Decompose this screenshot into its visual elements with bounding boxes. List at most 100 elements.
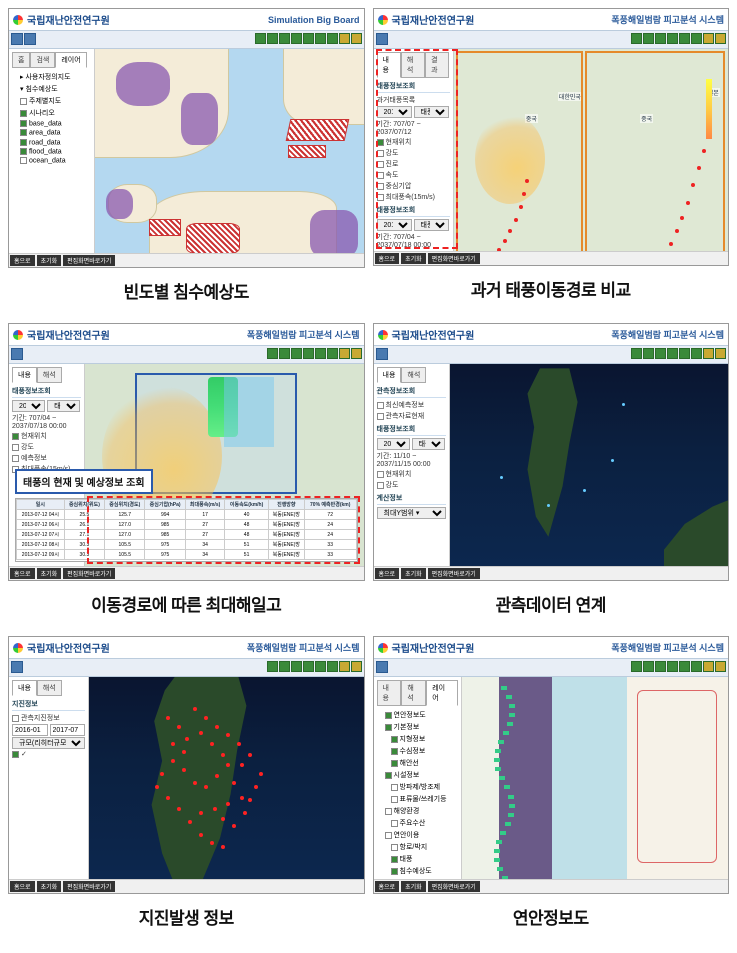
- tree-item[interactable]: flood_data: [12, 147, 91, 156]
- chk-label[interactable]: 속도: [377, 170, 450, 180]
- chk-label[interactable]: 강도: [12, 442, 81, 452]
- map-tool[interactable]: [655, 348, 666, 359]
- footer-btn[interactable]: 홈으로: [10, 568, 35, 579]
- map-tool[interactable]: [691, 348, 702, 359]
- toolbar-btn[interactable]: [24, 33, 36, 45]
- tab-home[interactable]: 홈: [12, 52, 30, 68]
- map-tool[interactable]: [267, 348, 278, 359]
- map-tool[interactable]: [631, 33, 642, 44]
- map-tool[interactable]: [715, 33, 726, 44]
- map-canvas[interactable]: [450, 364, 729, 580]
- map-tool[interactable]: [303, 348, 314, 359]
- chk-label[interactable]: 최대풍속(15m/s): [377, 192, 450, 202]
- map-tool[interactable]: [679, 661, 690, 672]
- map-tool[interactable]: [703, 661, 714, 672]
- tree-item[interactable]: ocean_data: [12, 156, 91, 165]
- footer-btn[interactable]: 편집화면바로가기: [63, 568, 115, 579]
- chk-label[interactable]: 강도: [377, 148, 450, 158]
- footer-btn[interactable]: 편집화면바로가기: [428, 568, 480, 579]
- footer-btn[interactable]: 편집화면바로가기: [63, 255, 115, 266]
- map-tool[interactable]: [327, 33, 338, 44]
- tab[interactable]: 레이어: [426, 680, 457, 706]
- map-tool[interactable]: [643, 348, 654, 359]
- map-canvas[interactable]: [95, 49, 364, 267]
- toolbar-btn[interactable]: [376, 33, 388, 45]
- tree-item[interactable]: 연안이용: [377, 829, 458, 841]
- tree-item[interactable]: 시나리오: [12, 107, 91, 119]
- map-tool[interactable]: [327, 661, 338, 672]
- tab[interactable]: 해석: [37, 680, 62, 696]
- chk-label[interactable]: 관측지진정보: [12, 713, 85, 723]
- map-tool[interactable]: [691, 33, 702, 44]
- tree-item[interactable]: 해양환경: [377, 805, 458, 817]
- tree-item[interactable]: 지형정보: [377, 733, 458, 745]
- map-tool[interactable]: [667, 661, 678, 672]
- year-select[interactable]: 2013: [377, 219, 412, 231]
- footer-btn[interactable]: 편집화면바로가기: [428, 881, 480, 892]
- tab[interactable]: 해석: [37, 367, 62, 383]
- tab[interactable]: 해석: [401, 367, 426, 383]
- map-tool[interactable]: [679, 348, 690, 359]
- year-select[interactable]: 2013: [12, 400, 45, 412]
- typhoon-select[interactable]: 태풍 ▾: [414, 106, 449, 118]
- chk-label[interactable]: ✓: [12, 750, 85, 758]
- footer-btn[interactable]: 홈으로: [10, 881, 35, 892]
- footer-btn[interactable]: 초기화: [37, 255, 62, 266]
- tree-item[interactable]: 기본정보: [377, 721, 458, 733]
- map-tool[interactable]: [643, 33, 654, 44]
- map-tool[interactable]: [315, 33, 326, 44]
- map-tool[interactable]: [655, 661, 666, 672]
- tree-item[interactable]: 침수예상도: [377, 865, 458, 877]
- map-tool[interactable]: [315, 348, 326, 359]
- tab[interactable]: 결과: [425, 52, 449, 78]
- map-tool[interactable]: [315, 661, 326, 672]
- tree-item[interactable]: area_data: [12, 128, 91, 137]
- map-tool[interactable]: [631, 348, 642, 359]
- tree-item[interactable]: 수심정보: [377, 745, 458, 757]
- map-canvas[interactable]: [89, 677, 364, 893]
- typhoon-select[interactable]: 태풍 ▾: [412, 438, 445, 450]
- map-tool[interactable]: [327, 348, 338, 359]
- year-select[interactable]: 2013: [377, 106, 412, 118]
- chk-label[interactable]: 예측정보: [12, 453, 81, 463]
- tree-item[interactable]: road_data: [12, 138, 91, 147]
- map-canvas[interactable]: 중국 대한민국 중국 일본: [454, 49, 729, 265]
- typhoon-select[interactable]: 태풍 ▾: [414, 219, 449, 231]
- map-tool[interactable]: [267, 661, 278, 672]
- tree-item[interactable]: 해안선: [377, 757, 458, 769]
- toolbar-btn[interactable]: [376, 348, 388, 360]
- tab[interactable]: 내용: [12, 680, 37, 696]
- chk-label[interactable]: 진로: [377, 159, 450, 169]
- map-tool[interactable]: [715, 661, 726, 672]
- tab[interactable]: 해석: [401, 680, 426, 706]
- map-tool[interactable]: [691, 661, 702, 672]
- map-tool[interactable]: [279, 348, 290, 359]
- map-tool[interactable]: [351, 33, 362, 44]
- footer-btn[interactable]: 홈으로: [375, 253, 400, 264]
- map-tool[interactable]: [703, 348, 714, 359]
- footer-btn[interactable]: 홈으로: [10, 255, 35, 266]
- map-tool[interactable]: [667, 348, 678, 359]
- toolbar-btn[interactable]: [11, 661, 23, 673]
- map-tool[interactable]: [267, 33, 278, 44]
- footer-btn[interactable]: 편집화면바로가기: [63, 881, 115, 892]
- map-canvas[interactable]: [462, 677, 729, 893]
- chk-label[interactable]: 중심기압: [377, 181, 450, 191]
- tree-item[interactable]: 시설정보: [377, 769, 458, 781]
- chk-label[interactable]: 현재위치: [12, 431, 81, 441]
- footer-btn[interactable]: 홈으로: [375, 881, 400, 892]
- map-tool[interactable]: [703, 33, 714, 44]
- date-to[interactable]: [50, 724, 86, 736]
- tab-search[interactable]: 검색: [30, 52, 55, 68]
- tree-item[interactable]: ▸ 사용자정의지도: [12, 71, 91, 83]
- chk-label[interactable]: 최신예측정보: [377, 400, 446, 410]
- tree-item[interactable]: 표류물/쓰레기등: [377, 793, 458, 805]
- year-select[interactable]: 2013: [377, 438, 410, 450]
- range-select[interactable]: 최대Y범위 ▾: [377, 507, 446, 519]
- tree-item[interactable]: 주제별지도: [12, 95, 91, 107]
- map-tool[interactable]: [679, 33, 690, 44]
- tab[interactable]: 내용: [12, 367, 37, 383]
- chk-label[interactable]: 현재위치: [377, 469, 446, 479]
- map-tool[interactable]: [255, 33, 266, 44]
- map-tool[interactable]: [279, 33, 290, 44]
